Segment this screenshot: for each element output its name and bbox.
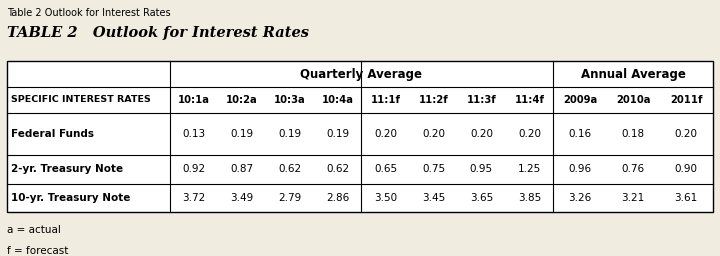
Text: 11:3f: 11:3f xyxy=(467,95,496,105)
Text: 0.92: 0.92 xyxy=(182,164,205,174)
Text: SPECIFIC INTEREST RATES: SPECIFIC INTEREST RATES xyxy=(11,95,150,104)
Text: 0.62: 0.62 xyxy=(278,164,301,174)
Text: 11:1f: 11:1f xyxy=(371,95,400,105)
Text: 0.65: 0.65 xyxy=(374,164,397,174)
Text: 3.26: 3.26 xyxy=(568,193,592,203)
Text: 0.19: 0.19 xyxy=(326,129,349,139)
Text: 10:3a: 10:3a xyxy=(274,95,305,105)
Text: 10:1a: 10:1a xyxy=(178,95,210,105)
Text: 1.25: 1.25 xyxy=(518,164,541,174)
Text: 11:2f: 11:2f xyxy=(418,95,449,105)
Text: 0.62: 0.62 xyxy=(326,164,349,174)
Text: 3.65: 3.65 xyxy=(469,193,493,203)
Text: 0.18: 0.18 xyxy=(621,129,644,139)
Text: 0.20: 0.20 xyxy=(518,129,541,139)
Text: 0.19: 0.19 xyxy=(230,129,253,139)
Text: 2009a: 2009a xyxy=(563,95,597,105)
Text: Table 2 Outlook for Interest Rates: Table 2 Outlook for Interest Rates xyxy=(7,8,171,18)
Text: 0.16: 0.16 xyxy=(568,129,592,139)
Text: 0.20: 0.20 xyxy=(470,129,493,139)
Text: 3.49: 3.49 xyxy=(230,193,253,203)
Text: 3.21: 3.21 xyxy=(621,193,644,203)
Text: 2-yr. Treasury Note: 2-yr. Treasury Note xyxy=(11,164,123,174)
Text: 0.20: 0.20 xyxy=(374,129,397,139)
Text: 3.50: 3.50 xyxy=(374,193,397,203)
Text: 0.87: 0.87 xyxy=(230,164,253,174)
Text: 0.20: 0.20 xyxy=(422,129,445,139)
Text: 0.76: 0.76 xyxy=(621,164,644,174)
Text: TABLE 2   Outlook for Interest Rates: TABLE 2 Outlook for Interest Rates xyxy=(7,26,309,40)
Text: 0.75: 0.75 xyxy=(422,164,445,174)
Text: 10:2a: 10:2a xyxy=(225,95,258,105)
Text: Quarterly Average: Quarterly Average xyxy=(300,68,423,81)
Text: 3.85: 3.85 xyxy=(518,193,541,203)
Text: 2.86: 2.86 xyxy=(326,193,349,203)
Text: 0.95: 0.95 xyxy=(470,164,493,174)
Text: a = actual: a = actual xyxy=(7,225,61,235)
Text: 11:4f: 11:4f xyxy=(514,95,544,105)
Text: 3.45: 3.45 xyxy=(422,193,445,203)
Text: Annual Average: Annual Average xyxy=(580,68,685,81)
Text: 3.61: 3.61 xyxy=(675,193,698,203)
Text: 3.72: 3.72 xyxy=(182,193,205,203)
Text: 10-yr. Treasury Note: 10-yr. Treasury Note xyxy=(11,193,130,203)
Text: 2010a: 2010a xyxy=(616,95,650,105)
Text: Federal Funds: Federal Funds xyxy=(11,129,94,139)
Text: f = forecast: f = forecast xyxy=(7,246,68,256)
Text: 0.90: 0.90 xyxy=(675,164,698,174)
Text: 2.79: 2.79 xyxy=(278,193,301,203)
Text: 0.13: 0.13 xyxy=(182,129,205,139)
Text: 0.20: 0.20 xyxy=(675,129,698,139)
Text: 2011f: 2011f xyxy=(670,95,703,105)
Text: 0.96: 0.96 xyxy=(568,164,592,174)
Text: 0.19: 0.19 xyxy=(278,129,301,139)
Text: 10:4a: 10:4a xyxy=(322,95,354,105)
